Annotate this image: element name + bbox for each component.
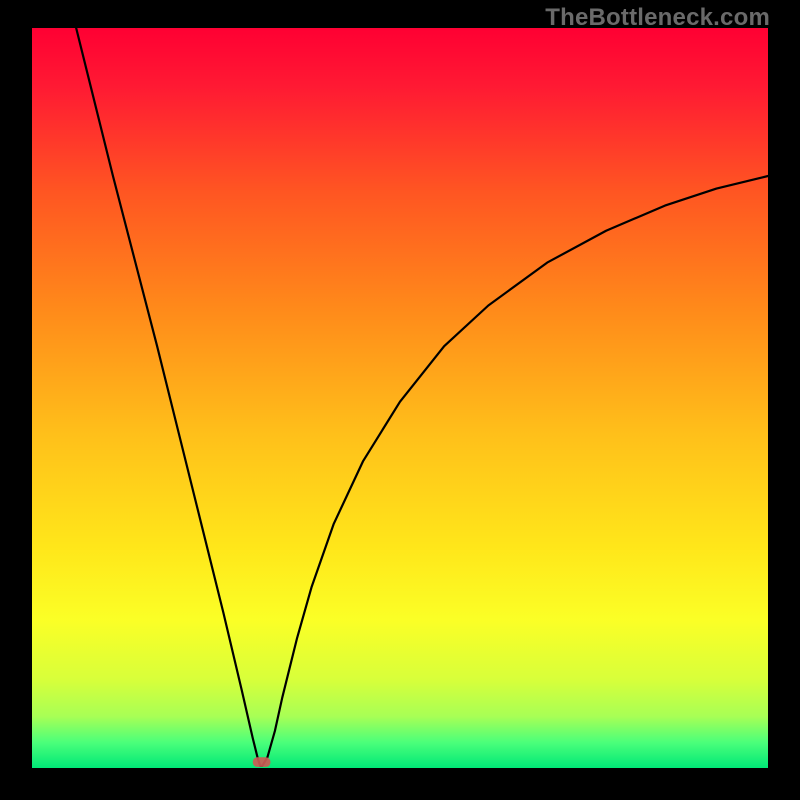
plot-frame bbox=[32, 28, 768, 768]
curve-layer bbox=[32, 28, 768, 768]
watermark-text: TheBottleneck.com bbox=[545, 4, 770, 32]
minimum-marker bbox=[253, 757, 271, 767]
bottleneck-curve bbox=[76, 28, 768, 766]
chart-container: TheBottleneck.com bbox=[0, 0, 800, 800]
